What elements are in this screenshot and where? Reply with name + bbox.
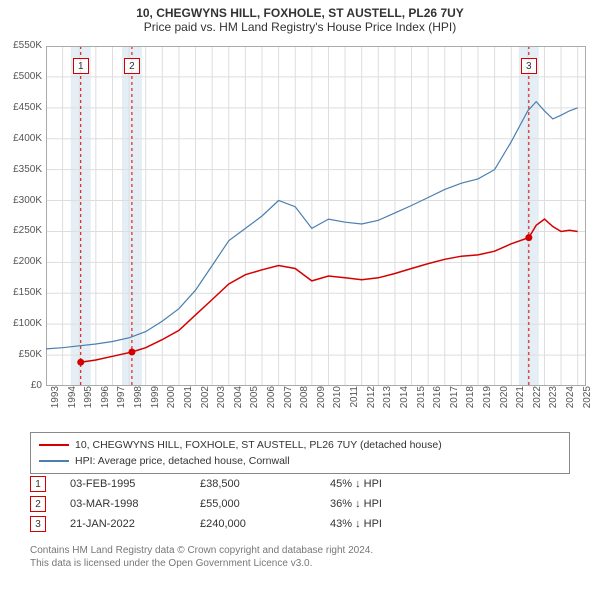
x-tick: 2021: [515, 386, 526, 408]
event-marker-1: 1: [73, 58, 89, 74]
x-tick: 2005: [249, 386, 260, 408]
y-tick: £100K: [2, 318, 42, 329]
event-diff: 36% ↓ HPI: [330, 498, 450, 510]
event-index-box: 1: [30, 476, 46, 492]
x-tick: 2006: [266, 386, 277, 408]
event-row: 3 21-JAN-2022£240,00043% ↓ HPI: [30, 514, 570, 534]
event-price: £240,000: [200, 518, 330, 530]
x-tick: 2015: [416, 386, 427, 408]
y-tick: £0: [2, 380, 42, 391]
y-tick: £550K: [2, 40, 42, 51]
x-tick: 2025: [582, 386, 593, 408]
footer-line2: This data is licensed under the Open Gov…: [30, 557, 570, 570]
y-tick: £500K: [2, 71, 42, 82]
x-tick: 2017: [449, 386, 460, 408]
x-tick: 2004: [233, 386, 244, 408]
x-tick: 2022: [532, 386, 543, 408]
event-row: 1 03-FEB-1995£38,50045% ↓ HPI: [30, 474, 570, 494]
event-diff: 45% ↓ HPI: [330, 478, 450, 490]
chart-svg: [46, 46, 586, 386]
x-tick: 1998: [133, 386, 144, 408]
legend: 10, CHEGWYNS HILL, FOXHOLE, ST AUSTELL, …: [30, 432, 570, 474]
legend-row-2: HPI: Average price, detached house, Corn…: [39, 453, 561, 469]
y-tick: £450K: [2, 102, 42, 113]
legend-swatch-2: [39, 460, 69, 462]
event-date: 03-MAR-1998: [70, 498, 200, 510]
x-tick: 2000: [166, 386, 177, 408]
legend-label-1: 10, CHEGWYNS HILL, FOXHOLE, ST AUSTELL, …: [75, 437, 442, 453]
footer: Contains HM Land Registry data © Crown c…: [30, 544, 570, 570]
event-index-box: 3: [30, 516, 46, 532]
event-price: £38,500: [200, 478, 330, 490]
x-tick: 2011: [349, 386, 360, 408]
x-tick: 1997: [116, 386, 127, 408]
x-tick: 2009: [316, 386, 327, 408]
event-marker-3: 3: [521, 58, 537, 74]
x-tick: 2008: [299, 386, 310, 408]
event-date: 21-JAN-2022: [70, 518, 200, 530]
y-tick: £350K: [2, 164, 42, 175]
event-price: £55,000: [200, 498, 330, 510]
footer-line1: Contains HM Land Registry data © Crown c…: [30, 544, 570, 557]
y-tick: £400K: [2, 133, 42, 144]
chart-area: 1 2 3: [46, 46, 586, 406]
x-tick: 2007: [283, 386, 294, 408]
x-tick: 2023: [548, 386, 559, 408]
event-diff: 43% ↓ HPI: [330, 518, 450, 530]
title-line2: Price paid vs. HM Land Registry's House …: [0, 20, 600, 34]
title-line1: 10, CHEGWYNS HILL, FOXHOLE, ST AUSTELL, …: [0, 6, 600, 20]
x-tick: 2003: [216, 386, 227, 408]
chart-container: { "title_line1": "10, CHEGWYNS HILL, FOX…: [0, 0, 600, 590]
x-tick: 2024: [565, 386, 576, 408]
x-tick: 2010: [332, 386, 343, 408]
x-tick: 1996: [100, 386, 111, 408]
x-tick: 2020: [499, 386, 510, 408]
event-row: 2 03-MAR-1998£55,00036% ↓ HPI: [30, 494, 570, 514]
y-tick: £250K: [2, 225, 42, 236]
chart-titles: 10, CHEGWYNS HILL, FOXHOLE, ST AUSTELL, …: [0, 0, 600, 34]
y-tick: £150K: [2, 287, 42, 298]
events-table: 1 03-FEB-1995£38,50045% ↓ HPI 2 03-MAR-1998…: [30, 474, 570, 534]
x-tick: 2002: [200, 386, 211, 408]
x-tick: 2018: [465, 386, 476, 408]
x-tick: 2014: [399, 386, 410, 408]
x-tick: 1999: [150, 386, 161, 408]
x-tick: 2013: [382, 386, 393, 408]
x-axis-ticks: 1993 1994 1995 1996 1997 1998 1999 2000 2001 2002…: [46, 386, 586, 426]
y-tick: £50K: [2, 349, 42, 360]
event-date: 03-FEB-1995: [70, 478, 200, 490]
x-tick: 1995: [83, 386, 94, 408]
y-tick: £300K: [2, 195, 42, 206]
event-index-box: 2: [30, 496, 46, 512]
x-tick: 2019: [482, 386, 493, 408]
x-tick: 2001: [183, 386, 194, 408]
event-marker-2: 2: [124, 58, 140, 74]
x-tick: 1994: [67, 386, 78, 408]
legend-swatch-1: [39, 444, 69, 446]
x-tick: 2012: [366, 386, 377, 408]
y-tick: £200K: [2, 256, 42, 267]
legend-label-2: HPI: Average price, detached house, Corn…: [75, 453, 290, 469]
x-tick: 2016: [432, 386, 443, 408]
x-tick: 1993: [50, 386, 61, 408]
legend-row-1: 10, CHEGWYNS HILL, FOXHOLE, ST AUSTELL, …: [39, 437, 561, 453]
